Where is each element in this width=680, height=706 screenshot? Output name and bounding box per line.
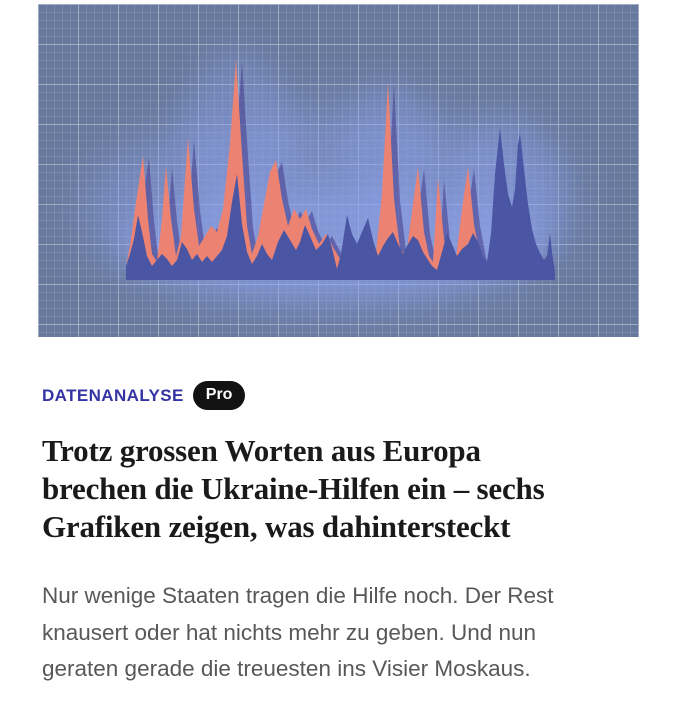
article-teaser-card: DATENANALYSE Pro Trotz grossen Worten au…	[0, 4, 680, 688]
pro-badge: Pro	[192, 381, 246, 410]
headline-line-1: Trotz grossen Worten aus Europa	[42, 433, 481, 468]
headline[interactable]: Trotz grossen Worten aus Europa brechen …	[42, 432, 638, 546]
lead-line-1: Nur wenige Staaten tragen die Hilfe noch…	[42, 583, 554, 608]
hero-image[interactable]	[38, 4, 639, 337]
lead-line-3: geraten gerade die treuesten ins Visier …	[42, 656, 531, 681]
lead-text[interactable]: Nur wenige Staaten tragen die Hilfe noch…	[42, 578, 638, 688]
kicker-row: DATENANALYSE Pro	[42, 381, 638, 410]
lead-line-2: knausert oder hat nichts mehr zu geben. …	[42, 619, 537, 645]
hero-chart-illustration	[38, 4, 639, 337]
indigo-area-series	[126, 128, 555, 280]
headline-line-2: brechen die Ukraine-Hilfen ein – sechs	[42, 471, 545, 506]
headline-line-3: Grafiken zeigen, was dahintersteckt	[42, 509, 511, 544]
kicker-label[interactable]: DATENANALYSE	[42, 385, 184, 405]
